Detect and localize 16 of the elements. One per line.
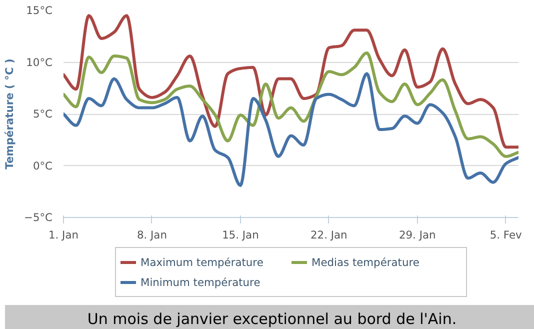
- y-tick-label: 5°C: [32, 108, 53, 120]
- legend-label: Medias température: [312, 256, 420, 268]
- x-tick-label: 1. Jan: [48, 228, 78, 242]
- text: Un mois de janvier exceptionnel au bord de l'Ain.: [87, 309, 457, 329]
- x-tick-label: 8. Jan: [136, 228, 167, 242]
- x-tick-label: 22. Jan: [310, 228, 348, 242]
- y-tick-label: −5°C: [24, 211, 53, 224]
- x-tick-label: 5. Fev: [490, 228, 522, 242]
- y-axis-title: Température ( °C ): [3, 58, 16, 170]
- y-tick-label: 0°C: [32, 159, 53, 172]
- legend-label: Minimum température: [140, 276, 262, 288]
- x-tick-label: 15. Jan: [222, 228, 259, 242]
- y-tick-label: 15°C: [26, 4, 53, 17]
- y-tick-label: 10°C: [26, 56, 53, 69]
- legend-label: Maximum température: [140, 256, 264, 268]
- x-tick-label: 29. Jan: [399, 228, 436, 242]
